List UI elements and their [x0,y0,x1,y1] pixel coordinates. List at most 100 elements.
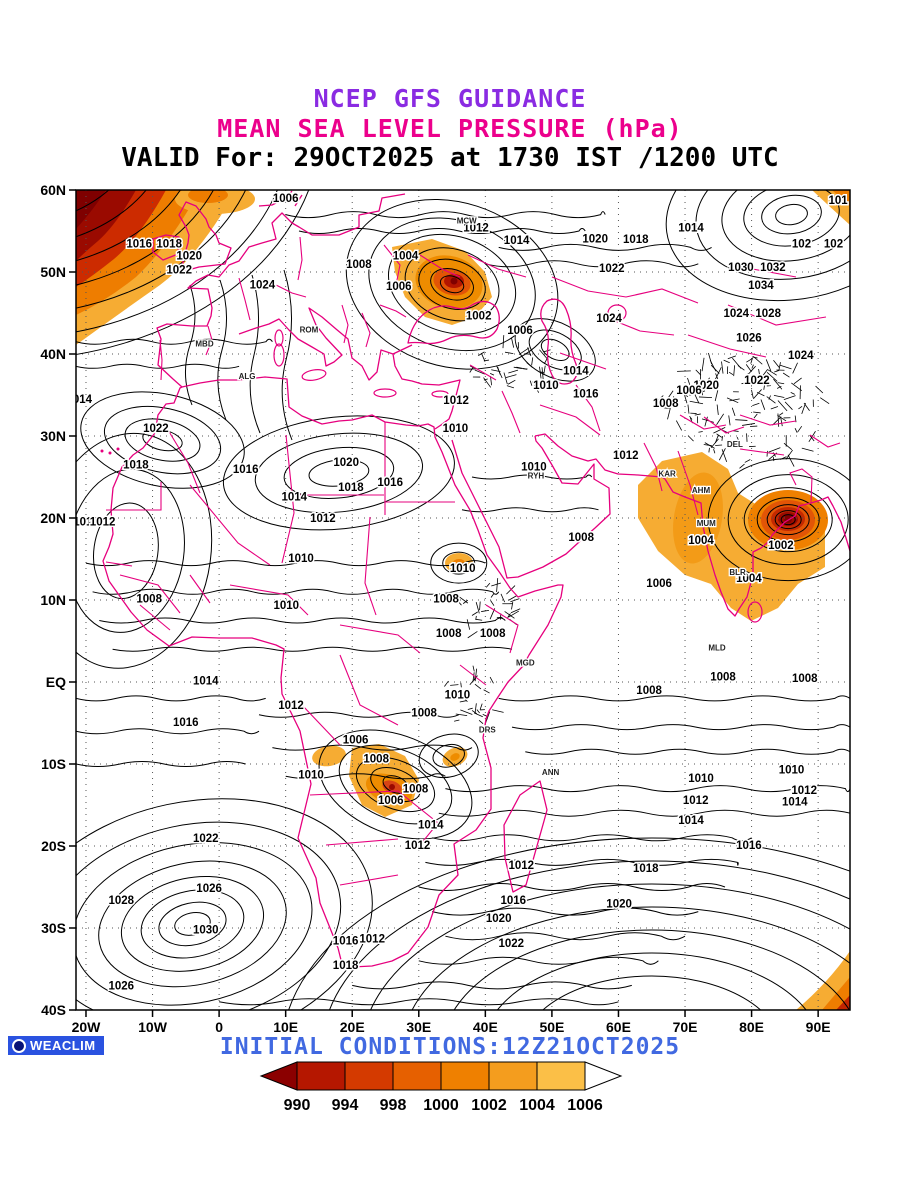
terrain-contour [777,400,788,412]
terrain-contour [483,359,490,362]
isobar [258,711,459,718]
island-coastline [373,388,397,398]
isobar [318,729,473,840]
country-border [105,561,133,567]
isobar [498,695,850,702]
pressure-label: 1024 [724,308,750,320]
terrain-contour [695,369,702,376]
terrain-contour [473,712,483,718]
pressure-label: 1022 [143,423,169,435]
terrain-contour [675,420,683,431]
terrain-contour [483,377,492,388]
pressure-label: 1026 [736,333,762,345]
station-label: BLR [729,568,746,577]
lat-axis-label: 50N [40,264,66,280]
station-label: ROM [300,325,319,334]
pressure-label: 1006 [378,795,404,807]
pressure-label: 1022 [599,263,625,275]
isobar [92,588,500,595]
terrain-contour [450,684,459,686]
country-border [485,604,519,654]
country-border [159,339,163,381]
pressure-label: 1020 [582,233,608,245]
terrain-contour [752,389,762,400]
isobar [249,274,261,434]
terrain-contour [772,457,775,462]
terrain-contour [506,585,516,595]
pressure-label: 1010 [445,689,471,701]
colorbar-label: 1000 [423,1097,459,1114]
isobar [345,198,559,370]
pressure-label: 1012 [359,934,385,946]
terrain-contour [772,416,782,426]
station-label: MLD [708,644,726,653]
isobar [281,269,293,441]
lat-axis-label: 20S [41,838,66,854]
terrain-contour [716,413,725,425]
terrain-contour [714,390,719,402]
lat-axis-label: 10S [41,756,66,772]
terrain-contour [539,349,549,361]
terrain-contour [483,689,490,694]
terrain-contour [793,377,802,385]
station-label: MCW [457,216,477,225]
country-border [383,244,401,286]
weaclim-logo[interactable]: WEACLIM [8,1036,104,1055]
country-border [238,277,251,321]
terrain-contour [474,703,477,713]
terrain-contour [731,407,736,417]
terrain-contour [687,377,693,391]
lon-axis-label: 10W [138,1019,168,1035]
weaclim-logo-text: WEACLIM [30,1038,96,1053]
island-coastline [431,390,449,398]
isobar [142,428,183,452]
terrain-contour [780,456,787,460]
pressure-label: 1008 [710,671,736,683]
pressure-label: 1012 [509,860,535,872]
terrain-contour [815,385,824,394]
isobar [308,459,370,487]
terrain-contour [541,367,544,380]
shaded-area [312,745,346,767]
terrain-contour [460,709,473,715]
country-border [539,404,601,436]
isobar [445,785,850,793]
terrain-contour [739,463,745,469]
terrain-contour [708,352,713,365]
shaded-area [76,190,106,229]
terrain-contour [455,713,468,717]
lat-axis-label: EQ [46,674,66,690]
isobar [756,497,820,543]
isobar [496,952,807,1010]
terrain-contour [454,696,460,700]
terrain-contour [506,385,515,389]
island-coastline [607,304,627,322]
pressure-label: 1014 [193,675,219,687]
pressure-label: 1010 [274,600,300,612]
country-border [467,254,527,278]
country-border [469,364,497,381]
terrain-contour [466,619,471,630]
isobar [76,432,213,669]
shaded-area [812,190,850,225]
isobar [370,883,850,1010]
isobar [439,275,465,294]
terrain-contour [524,353,532,355]
pressure-label: 1008 [363,753,389,765]
terrain-contour [682,387,696,394]
isobar [352,981,632,990]
country-border [789,468,813,504]
terrain-contour [798,405,803,410]
pressure-label: 1032 [760,262,786,274]
terrain-contour [779,364,792,370]
pressure-label: 102 [824,238,843,250]
terrain-contour [819,397,830,405]
terrain-contour [698,396,712,399]
pressure-label: 1006 [386,281,412,293]
terrain-contour [478,720,484,724]
country-border [677,450,699,516]
station-label: MUM [697,519,716,528]
country-border [459,664,487,686]
terrain-contour [773,394,785,398]
